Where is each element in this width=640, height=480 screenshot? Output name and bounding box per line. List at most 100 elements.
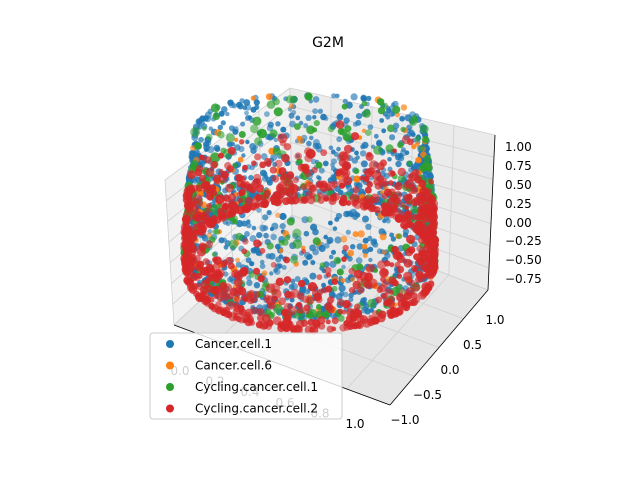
scatter-point xyxy=(322,311,330,319)
scatter-point xyxy=(339,194,348,203)
scatter-point xyxy=(337,314,345,322)
scatter-point xyxy=(328,220,333,226)
scatter-point xyxy=(315,161,323,169)
scatter-point xyxy=(321,282,327,288)
scatter-point xyxy=(259,320,269,330)
z-tick-label: 0.75 xyxy=(505,159,532,173)
scatter-point xyxy=(253,239,262,248)
scatter-point xyxy=(331,166,336,172)
scatter-point xyxy=(263,232,269,239)
scatter-point xyxy=(414,215,420,221)
scatter-point xyxy=(390,204,399,212)
scatter-point xyxy=(353,269,363,279)
scatter-point xyxy=(381,268,389,277)
scatter-point xyxy=(228,239,239,250)
scatter-point xyxy=(356,243,364,250)
scatter-point xyxy=(233,137,239,142)
scatter-point xyxy=(212,262,221,272)
scatter-point xyxy=(373,206,381,214)
scatter-point xyxy=(323,242,330,249)
scatter-point xyxy=(396,265,405,274)
scatter-point xyxy=(260,169,267,177)
scatter-point xyxy=(367,298,377,309)
scatter-point xyxy=(396,233,403,240)
scatter-point xyxy=(183,276,192,285)
scatter-point xyxy=(320,113,327,121)
scatter-point xyxy=(292,239,303,249)
scatter-point xyxy=(422,212,432,222)
scatter-point xyxy=(267,121,274,128)
scatter-point xyxy=(269,311,276,318)
scatter-point xyxy=(346,200,352,206)
scatter-point xyxy=(392,105,401,114)
scatter-point xyxy=(245,139,250,145)
scatter-point xyxy=(408,279,416,287)
scatter-point xyxy=(365,129,372,136)
legend-marker xyxy=(166,404,174,413)
scatter-point xyxy=(306,125,315,135)
scatter-point xyxy=(288,103,295,110)
legend-marker xyxy=(166,361,174,370)
legend-label: Cancer.cell.6 xyxy=(195,359,272,373)
scatter-point xyxy=(204,217,216,228)
scatter-point xyxy=(211,252,217,257)
scatter-point xyxy=(348,267,356,275)
scatter-point xyxy=(303,230,310,237)
scatter-point xyxy=(283,143,292,151)
scatter-point xyxy=(391,245,399,254)
scatter-point xyxy=(380,293,387,300)
scatter-point xyxy=(385,218,391,224)
scatter-point xyxy=(268,252,276,260)
scatter-point xyxy=(397,174,406,183)
scatter-point xyxy=(182,252,189,259)
scatter-point xyxy=(412,266,419,273)
scatter-point xyxy=(283,256,291,264)
scatter-point xyxy=(198,174,207,182)
scatter-point xyxy=(333,256,342,265)
scatter-point xyxy=(198,136,205,143)
scatter-point xyxy=(361,243,368,250)
scatter-point xyxy=(248,175,254,181)
scatter-point xyxy=(256,207,262,213)
scatter-point xyxy=(331,249,336,255)
scatter-point xyxy=(187,170,196,180)
scatter-point xyxy=(381,249,387,255)
scatter-point xyxy=(365,223,372,230)
scatter-point xyxy=(278,239,285,246)
scatter-point xyxy=(395,308,402,315)
scatter-point xyxy=(270,282,281,293)
scatter-point xyxy=(193,223,199,229)
scatter-point xyxy=(312,237,321,246)
scatter-point xyxy=(342,98,348,104)
scatter-point xyxy=(330,162,335,168)
scatter-point xyxy=(270,233,277,241)
scatter-point xyxy=(290,283,298,291)
scatter-point xyxy=(362,215,369,223)
scatter-point xyxy=(304,169,312,178)
scatter-point xyxy=(217,130,225,139)
scatter-point xyxy=(190,150,196,156)
scatter-point xyxy=(223,310,231,318)
scatter-point xyxy=(343,176,353,186)
scatter-point xyxy=(191,235,198,242)
scatter-point xyxy=(348,287,356,294)
scatter-point xyxy=(204,300,211,307)
gridline xyxy=(291,196,490,269)
scatter-point xyxy=(201,268,210,276)
scatter-point xyxy=(256,308,265,317)
scatter-point xyxy=(402,181,411,190)
scatter-point xyxy=(366,263,375,273)
scatter-point xyxy=(296,158,303,165)
scatter-point xyxy=(226,301,235,310)
scatter-point xyxy=(238,145,245,153)
scatter-point xyxy=(350,276,356,282)
scatter-point xyxy=(340,152,351,162)
scatter-point xyxy=(306,253,313,260)
scatter-point xyxy=(303,123,309,129)
scatter-point xyxy=(191,214,199,221)
scatter-point xyxy=(204,147,209,152)
scatter-point xyxy=(304,92,313,101)
scatter-point xyxy=(336,268,344,276)
scatter-point xyxy=(361,141,369,149)
scatter-point xyxy=(237,156,244,163)
